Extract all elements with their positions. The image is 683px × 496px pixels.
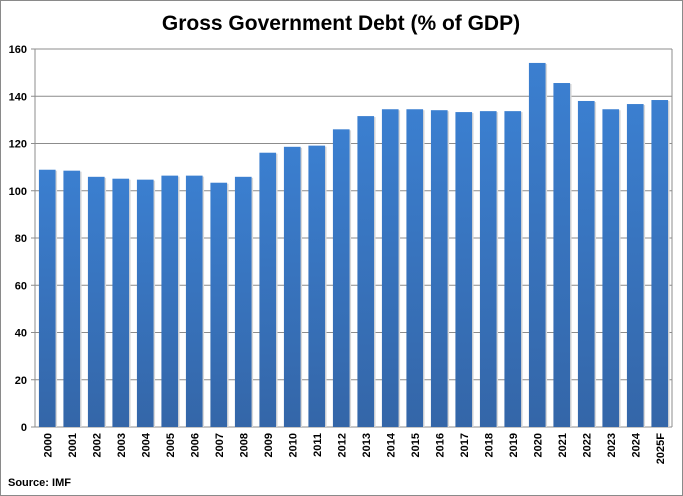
bar-2020 [528,62,546,427]
source-note: Source: IMF [8,477,71,489]
x-tick-label: 2022 [581,433,593,457]
bar-2010 [283,146,301,427]
y-tick-label: 20 [15,375,27,387]
bar-2024 [626,104,644,427]
bar-2001 [63,170,81,427]
x-tick-label: 2013 [361,433,373,457]
x-tick-label: 2007 [214,433,226,457]
x-tick-label: 2002 [91,433,103,457]
bar-2005 [161,175,179,427]
x-tick-label: 2012 [336,433,348,457]
x-tick-label: 2018 [483,433,495,457]
bar-2006 [185,175,203,427]
x-tick-label: 2009 [263,433,275,457]
bar-2004 [136,179,154,427]
bar-2011 [308,145,326,427]
y-tick-label: 60 [15,280,27,292]
bar-2016 [430,110,448,427]
bar-2025F [651,100,669,427]
x-tick-label: 2014 [385,432,397,457]
bar-2022 [577,100,595,427]
bar-2008 [234,176,252,427]
x-tick-label: 2000 [42,433,54,457]
bar-2003 [112,178,130,427]
x-tick-label: 2025F [655,433,667,464]
y-tick-label: 120 [9,139,27,151]
x-tick-label: 2023 [606,433,618,457]
x-tick-label: 2010 [287,433,299,457]
x-tick-label: 2005 [165,433,177,457]
bar-2009 [259,152,277,427]
bar-2012 [332,129,350,427]
x-tick-label: 2008 [238,433,250,457]
x-tick-label: 2015 [410,433,422,457]
x-tick-label: 2020 [532,433,544,457]
bar-2017 [455,112,473,428]
y-tick-label: 80 [15,233,27,245]
bar-2002 [87,176,105,427]
bar-2015 [406,109,424,428]
x-tick-label: 2003 [116,433,128,457]
y-tick-label: 140 [9,91,27,103]
x-tick-label: 2021 [557,433,569,457]
y-tick-label: 100 [9,186,27,198]
chart-title: Gross Government Debt (% of GDP) [162,12,520,35]
bar-2023 [602,109,620,428]
x-tick-label: 2006 [189,433,201,457]
x-tick-label: 2017 [459,433,471,457]
bar-2014 [381,109,399,428]
x-tick-label: 2016 [434,433,446,457]
x-tick-label: 2004 [140,432,152,457]
bar-2019 [504,111,522,427]
x-tick-label: 2024 [630,432,642,457]
bar-2000 [38,169,56,427]
bar-2021 [553,83,571,428]
x-tick-label: 2001 [67,433,79,457]
y-tick-label: 0 [21,422,27,434]
bar-2018 [479,111,497,427]
bar-2013 [357,116,375,427]
x-tick-label: 2011 [312,433,324,457]
y-tick-label: 40 [15,328,27,340]
x-tick-label: 2019 [508,433,520,457]
y-tick-label: 160 [9,44,27,56]
bar-2007 [210,182,228,427]
